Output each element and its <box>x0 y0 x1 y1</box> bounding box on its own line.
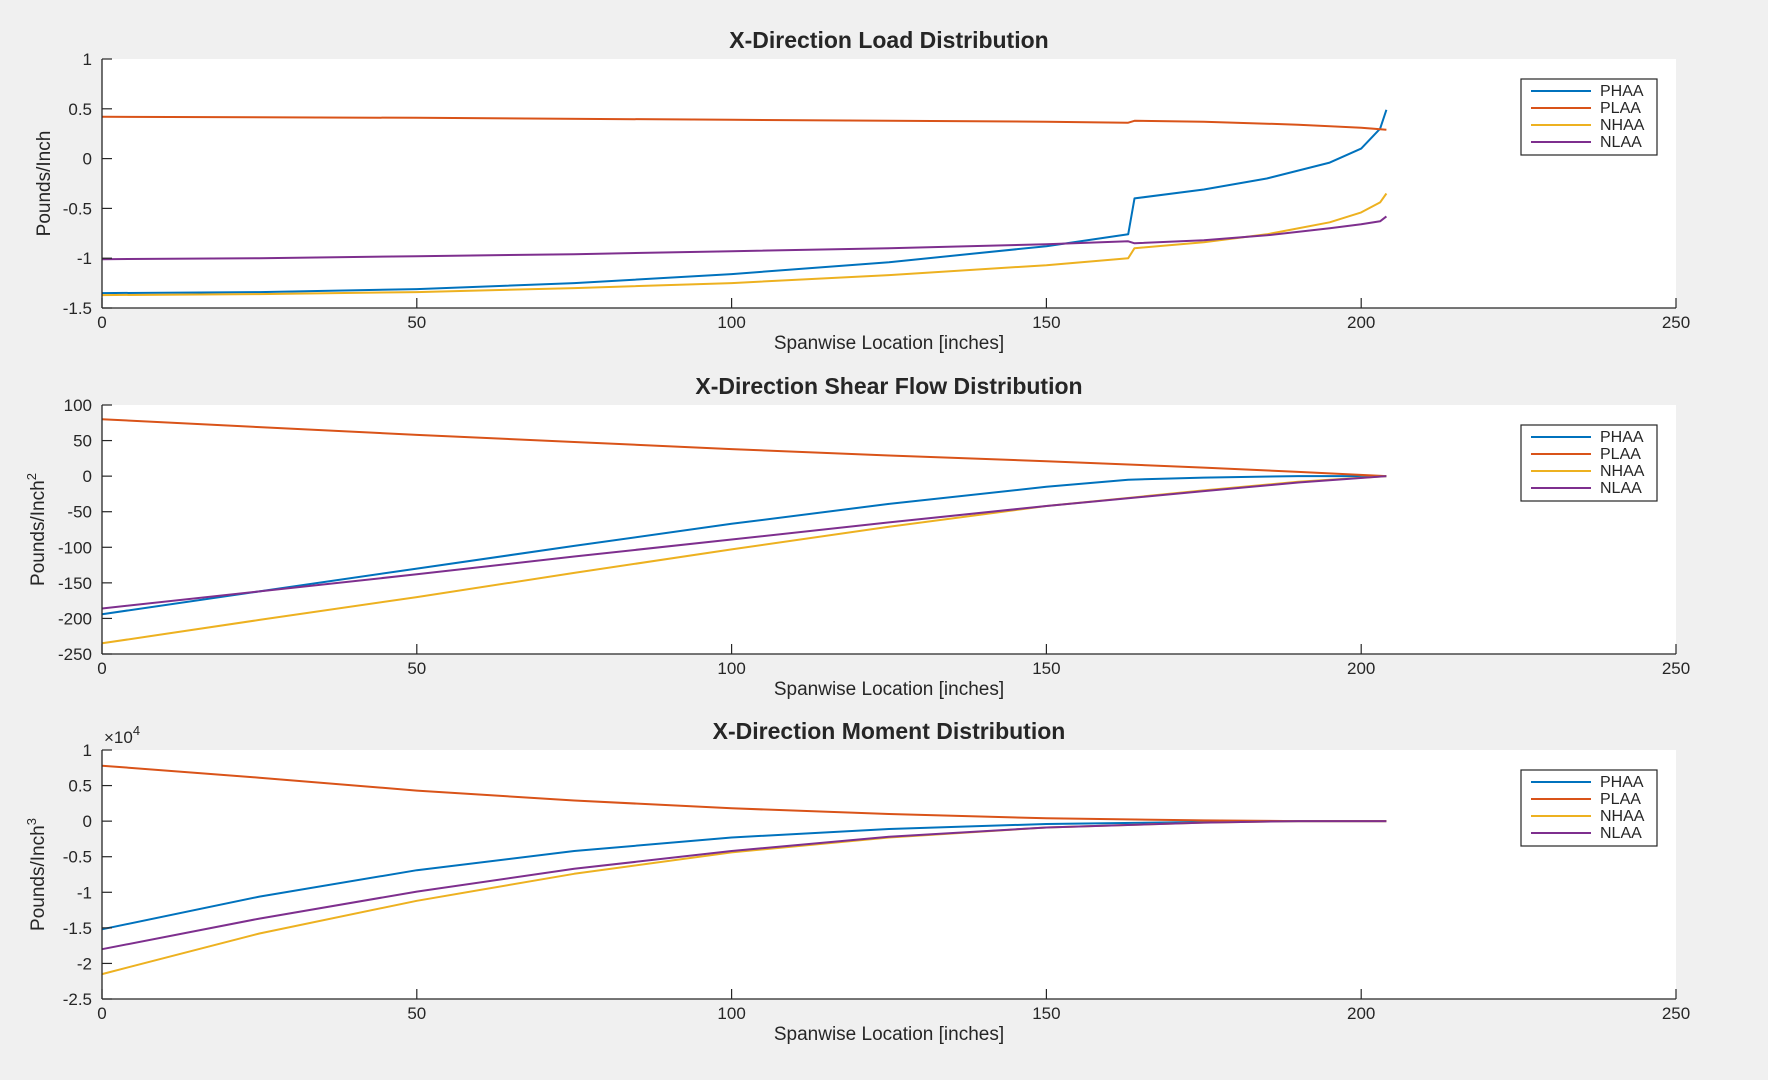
x-tick-label: 0 <box>97 659 106 678</box>
x-axis-label: Spanwise Location [inches] <box>774 679 1004 700</box>
y-tick-label: -100 <box>58 538 92 557</box>
chart-title: X-Direction Shear Flow Distribution <box>695 373 1082 399</box>
x-tick-label: 100 <box>717 313 745 332</box>
legend-label: PHAA <box>1600 774 1644 791</box>
y-axis-label: Pounds/Inch <box>34 131 55 237</box>
y-tick-label: -250 <box>58 645 92 664</box>
chart-title: X-Direction Load Distribution <box>729 27 1048 53</box>
moment-chart: 0 50 100 150 200 250 -2.5 -2 -1.5 -1 -0.5 0 0.5 1 X-Di… <box>24 718 1690 1045</box>
y-tick-label: -0.5 <box>63 199 92 218</box>
y-tick-label: -0.5 <box>63 848 92 867</box>
series-line-phaa <box>101 109 1388 295</box>
plot-area <box>102 405 1676 654</box>
legend-label: NLAA <box>1600 134 1642 151</box>
y-tick-label: 100 <box>64 396 92 415</box>
x-tick-label: 250 <box>1662 1004 1690 1023</box>
x-axis-label: Spanwise Location [inches] <box>774 1024 1004 1045</box>
y-tick-label: -200 <box>58 609 92 628</box>
y-tick-label: -2 <box>77 954 92 973</box>
y-tick-label: 1 <box>83 741 92 760</box>
legend-label: PHAA <box>1600 429 1644 446</box>
series-line-nhaa <box>101 192 1388 297</box>
y-tick-label: 50 <box>73 432 92 451</box>
x-tick-label: 50 <box>407 1004 426 1023</box>
x-tick-label: 50 <box>407 313 426 332</box>
x-tick-label: 50 <box>407 659 426 678</box>
legend-label: PLAA <box>1600 100 1641 117</box>
x-tick-label: 200 <box>1347 659 1375 678</box>
y-exponent-label: ×104 <box>104 723 140 747</box>
x-tick-label: 150 <box>1032 659 1060 678</box>
series-line-nlaa <box>101 475 1387 610</box>
y-tick-label: -1.5 <box>63 919 92 938</box>
x-tick-label: 200 <box>1347 1004 1375 1023</box>
legend-label: NHAA <box>1600 463 1645 480</box>
y-tick-label: 0.5 <box>68 777 92 796</box>
legend-label: NLAA <box>1600 480 1642 497</box>
chart-title: X-Direction Moment Distribution <box>713 718 1066 744</box>
y-tick-label: 0 <box>83 467 92 486</box>
y-axis-label: Pounds/Inch3 <box>24 818 49 931</box>
series-line-nlaa <box>101 215 1388 261</box>
y-tick-label: -1 <box>77 883 92 902</box>
y-tick-label: 1 <box>83 50 92 69</box>
legend-label: NHAA <box>1600 808 1645 825</box>
x-tick-label: 0 <box>97 1004 106 1023</box>
y-tick-label: -1.5 <box>63 299 92 318</box>
y-axis-label: Pounds/Inch2 <box>24 473 49 586</box>
x-tick-label: 250 <box>1662 659 1690 678</box>
series-line-nlaa <box>101 820 1387 951</box>
y-tick-label: 0.5 <box>68 100 92 119</box>
y-tick-label: -50 <box>67 503 92 522</box>
shear-chart: 0 50 100 150 200 250 -250 -200 -150 -100 -50 0 50 100… <box>24 373 1690 700</box>
y-tick-label: -150 <box>58 574 92 593</box>
x-tick-label: 250 <box>1662 313 1690 332</box>
y-tick-label: 0 <box>83 150 92 169</box>
x-tick-label: 0 <box>97 313 106 332</box>
legend-label: NLAA <box>1600 825 1642 842</box>
load-chart: 0 50 100 150 200 250 -1.5 -1 -0.5 0 0.5 1 X-Directio… <box>34 27 1690 354</box>
plot-area <box>102 750 1676 999</box>
y-tick-label: 0 <box>83 812 92 831</box>
series-line-plaa <box>101 115 1387 131</box>
legend-label: PLAA <box>1600 791 1641 808</box>
series-line-plaa <box>101 418 1387 478</box>
x-tick-label: 100 <box>717 1004 745 1023</box>
y-tick-label: -2.5 <box>63 990 92 1009</box>
y-tick-label: -1 <box>77 249 92 268</box>
x-tick-label: 200 <box>1347 313 1375 332</box>
legend-label: PHAA <box>1600 83 1644 100</box>
x-tick-label: 100 <box>717 659 745 678</box>
series-line-phaa <box>101 475 1387 616</box>
x-tick-label: 150 <box>1032 313 1060 332</box>
legend-label: NHAA <box>1600 117 1645 134</box>
plot-area <box>102 59 1676 308</box>
legend-label: PLAA <box>1600 446 1641 463</box>
series-line-plaa <box>101 764 1387 823</box>
x-tick-label: 150 <box>1032 1004 1060 1023</box>
x-axis-label: Spanwise Location [inches] <box>774 333 1004 354</box>
